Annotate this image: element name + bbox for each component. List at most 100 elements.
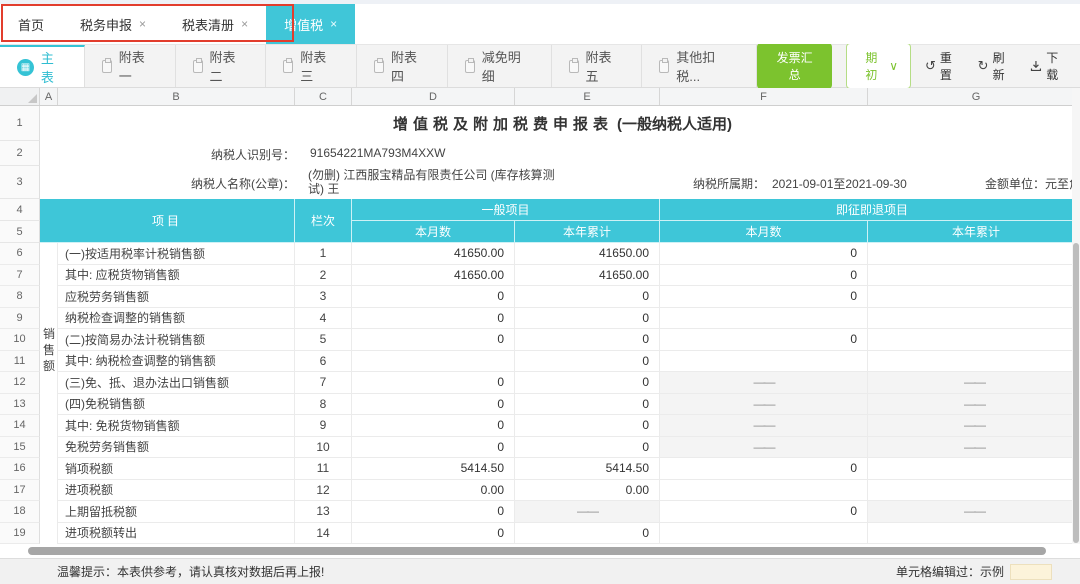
cell-general-ytd[interactable]: 0 bbox=[515, 350, 660, 372]
cell-general-month[interactable]: 0 bbox=[352, 329, 515, 351]
vertical-scrollbar-thumb[interactable] bbox=[1073, 243, 1079, 543]
close-icon[interactable]: × bbox=[241, 17, 249, 31]
cell-refund-ytd[interactable]: 0 bbox=[868, 351, 1080, 372]
cell-refund-month[interactable] bbox=[660, 479, 868, 501]
column-letter[interactable]: A bbox=[40, 88, 58, 105]
cell-refund-month[interactable]: 0 bbox=[660, 286, 868, 308]
cell-general-month[interactable]: 0 bbox=[352, 393, 515, 415]
taxpayer-id-value[interactable]: 91654221MA793M4XXW bbox=[310, 146, 446, 160]
cell-general-ytd[interactable]: 0 bbox=[515, 329, 660, 351]
cell-line-no[interactable]: 2 bbox=[295, 264, 352, 286]
cell-line-no[interactable]: 12 bbox=[295, 479, 352, 501]
cell-refund-ytd[interactable]: 0 bbox=[868, 286, 1080, 308]
download-button[interactable]: 下载 bbox=[1030, 49, 1070, 83]
cell-refund-ytd[interactable]: 0 bbox=[868, 265, 1080, 286]
row-number[interactable]: 15 bbox=[0, 436, 40, 458]
cell-general-month[interactable]: 41650.00 bbox=[352, 243, 515, 265]
cell-general-month[interactable]: 0 bbox=[352, 307, 515, 329]
cell-refund-ytd[interactable]: 0 bbox=[868, 458, 1080, 480]
subtab-other-deduction[interactable]: 其他扣税... bbox=[642, 45, 757, 87]
row-number[interactable]: 11 bbox=[0, 350, 40, 372]
cell-general-ytd[interactable]: 41650.00 bbox=[515, 243, 660, 265]
row-number[interactable]: 13 bbox=[0, 393, 40, 415]
row-number[interactable]: 8 bbox=[0, 286, 40, 308]
cell-refund-month[interactable] bbox=[660, 522, 868, 544]
cell-item-label[interactable]: 进项税额转出 bbox=[58, 522, 295, 544]
tax-period-value[interactable]: 2021-09-01至2021-09-30 bbox=[772, 177, 907, 191]
cell-refund-ytd[interactable]: 0 bbox=[868, 480, 1080, 501]
cell-refund-month[interactable]: 0 bbox=[660, 501, 868, 523]
cell-general-ytd[interactable]: 0 bbox=[515, 307, 660, 329]
cell-line-no[interactable]: 11 bbox=[295, 458, 352, 480]
cell-general-month[interactable]: 0 bbox=[352, 501, 515, 523]
cell-item-label[interactable]: (一)按适用税率计税销售额 bbox=[58, 243, 295, 265]
cell-general-ytd[interactable]: 0.00 bbox=[515, 479, 660, 501]
cell-item-label[interactable]: 其中: 应税货物销售额 bbox=[58, 264, 295, 286]
cell-line-no[interactable]: 10 bbox=[295, 436, 352, 458]
cell-refund-ytd[interactable]: —— bbox=[868, 393, 1080, 415]
cell-general-ytd[interactable]: 5414.50 bbox=[515, 458, 660, 480]
cell-item-label[interactable]: 上期留抵税额 bbox=[58, 501, 295, 523]
cell-refund-ytd[interactable]: —— bbox=[868, 501, 1080, 523]
tab-vat-active[interactable]: 增值税 × bbox=[266, 4, 356, 44]
vertical-scrollbar[interactable] bbox=[1072, 88, 1080, 544]
cell-general-ytd[interactable]: 0 bbox=[515, 372, 660, 394]
row-number[interactable]: 4 bbox=[0, 199, 40, 221]
row-number[interactable]: 18 bbox=[0, 501, 40, 523]
cell-line-no[interactable]: 9 bbox=[295, 415, 352, 437]
cell-general-ytd[interactable]: 0 bbox=[515, 286, 660, 308]
cell-general-month[interactable]: 0 bbox=[352, 286, 515, 308]
cell-general-month[interactable]: 5414.50 bbox=[352, 458, 515, 480]
row-number[interactable]: 2 bbox=[0, 141, 40, 166]
cell-general-month[interactable]: 41650.00 bbox=[352, 264, 515, 286]
cell-line-no[interactable]: 5 bbox=[295, 329, 352, 351]
column-letter[interactable]: B bbox=[58, 88, 295, 105]
cell-refund-month[interactable]: 0 bbox=[660, 458, 868, 480]
column-letter[interactable]: C bbox=[295, 88, 352, 105]
cell-refund-month[interactable] bbox=[660, 307, 868, 329]
cell-item-label[interactable]: (四)免税销售额 bbox=[58, 393, 295, 415]
cell-general-month[interactable]: 0.00 bbox=[352, 479, 515, 501]
cell-refund-month[interactable]: 0 bbox=[660, 264, 868, 286]
cell-line-no[interactable]: 4 bbox=[295, 307, 352, 329]
cell-refund-month[interactable] bbox=[660, 350, 868, 372]
cell-refund-ytd[interactable]: —— bbox=[868, 372, 1080, 394]
reset-button[interactable]: ↺ 重置 bbox=[925, 49, 964, 83]
subtab-schedule-3[interactable]: 附表三 bbox=[266, 45, 358, 87]
cell-line-no[interactable]: 3 bbox=[295, 286, 352, 308]
column-letter[interactable]: D bbox=[352, 88, 515, 105]
cell-refund-month[interactable]: 0 bbox=[660, 243, 868, 265]
period-dropdown[interactable]: 期初 ∨ bbox=[846, 43, 912, 89]
cell-item-label[interactable]: 纳税检查调整的销售额 bbox=[58, 307, 295, 329]
row-number[interactable]: 9 bbox=[0, 307, 40, 329]
column-letter[interactable]: F bbox=[660, 88, 868, 105]
row-number[interactable]: 7 bbox=[0, 264, 40, 286]
cell-refund-ytd[interactable]: 0 bbox=[868, 243, 1080, 265]
tab-home[interactable]: 首页 bbox=[0, 4, 62, 44]
cell-refund-month[interactable]: —— bbox=[660, 436, 868, 458]
cell-refund-month[interactable]: —— bbox=[660, 372, 868, 394]
horizontal-scrollbar-thumb[interactable] bbox=[28, 547, 1046, 555]
row-number[interactable]: 19 bbox=[0, 522, 40, 544]
invoice-summary-button[interactable]: 发票汇总 bbox=[756, 43, 833, 89]
row-number[interactable]: 6 bbox=[0, 243, 40, 265]
taxpayer-name-value[interactable]: (勿删) 江西服宝精品有限责任公司 (库存核算测试) 王 bbox=[308, 168, 555, 196]
row-number[interactable]: 1 bbox=[0, 106, 40, 141]
cell-line-no[interactable]: 7 bbox=[295, 372, 352, 394]
cell-general-month[interactable]: 0 bbox=[352, 415, 515, 437]
column-letter[interactable]: G bbox=[868, 88, 1080, 105]
refresh-button[interactable]: ↻ 刷新 bbox=[978, 49, 1017, 83]
close-icon[interactable]: × bbox=[139, 17, 147, 31]
subtab-schedule-5[interactable]: 附表五 bbox=[552, 45, 643, 87]
subtab-main-table[interactable]: ▦ 主表 bbox=[0, 45, 85, 87]
cell-general-month[interactable]: 0 bbox=[352, 372, 515, 394]
cell-item-label[interactable]: 进项税额 bbox=[58, 479, 295, 501]
cell-item-label[interactable]: 销项税额 bbox=[58, 458, 295, 480]
cell-general-ytd[interactable]: —— bbox=[515, 501, 660, 523]
cell-line-no[interactable]: 1 bbox=[295, 243, 352, 265]
close-icon[interactable]: × bbox=[330, 17, 338, 31]
cell-general-month[interactable] bbox=[352, 350, 515, 372]
cell-line-no[interactable]: 13 bbox=[295, 501, 352, 523]
tab-tax-register[interactable]: 税表清册 × bbox=[164, 4, 266, 44]
cell-item-label[interactable]: 免税劳务销售额 bbox=[58, 436, 295, 458]
